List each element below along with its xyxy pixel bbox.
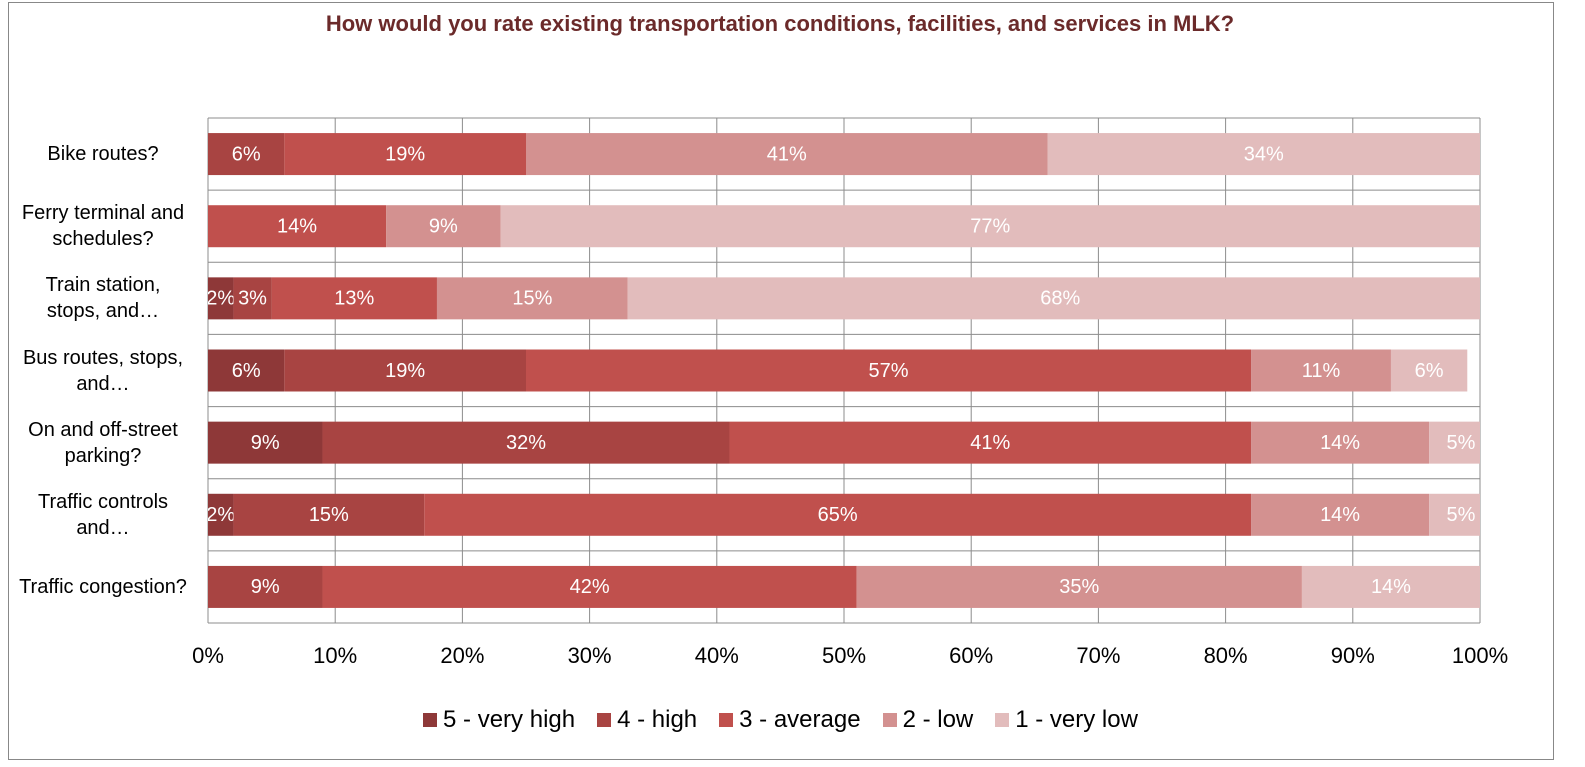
legend-swatch	[882, 713, 897, 727]
legend-item: 4 - high	[597, 706, 697, 734]
legend-label: 5 - very high	[443, 706, 576, 733]
x-tick-label: 80%	[1204, 643, 1248, 668]
data-label: 9%	[251, 432, 280, 454]
y-tick-label: Bike routes?	[47, 143, 159, 166]
legend-label: 3 - average	[739, 706, 861, 733]
x-tick-label: 60%	[949, 643, 993, 668]
data-label: 14%	[1320, 504, 1360, 526]
data-label: 68%	[1040, 288, 1080, 310]
bar-segment	[208, 493, 234, 536]
bar-segment	[1429, 421, 1480, 464]
data-label: 5%	[1446, 432, 1475, 454]
data-label: 5%	[1446, 504, 1475, 526]
x-tick-label: 70%	[1076, 643, 1120, 668]
data-label: 6%	[232, 143, 261, 165]
x-tick-label: 50%	[822, 643, 866, 668]
data-label: 41%	[970, 432, 1010, 454]
bar-segment	[627, 277, 1480, 320]
bar-segment	[208, 349, 285, 392]
bar-segment	[322, 421, 730, 464]
legend-swatch	[719, 713, 734, 727]
x-tick-label: 100%	[1452, 643, 1508, 668]
bar-segment	[1301, 565, 1480, 608]
bar-segment	[1390, 349, 1468, 392]
x-tick-label: 40%	[695, 643, 739, 668]
bar-segment	[208, 421, 323, 464]
y-tick-label: Traffic congestion?	[19, 575, 187, 598]
y-tick-label: Ferry terminal and schedules?	[21, 202, 185, 251]
bar-segment	[1047, 133, 1480, 176]
data-label: 35%	[1059, 576, 1099, 598]
data-label: 32%	[506, 432, 546, 454]
data-label: 19%	[385, 360, 425, 382]
data-label: 9%	[251, 576, 280, 598]
data-label: 15%	[309, 504, 349, 526]
x-tick-label: 30%	[568, 643, 612, 668]
data-label: 42%	[570, 576, 610, 598]
bar-segment	[284, 349, 526, 392]
legend-item: 2 - low	[882, 706, 974, 734]
bar-segment	[233, 277, 272, 320]
bar-segment	[208, 133, 285, 176]
bar-segment	[233, 493, 425, 536]
bar-segment	[1251, 421, 1430, 464]
y-tick-label: Bus routes, stops, and…	[22, 346, 184, 395]
bar-segment	[729, 421, 1252, 464]
legend-item: 1 - very low	[995, 706, 1138, 734]
data-label: 15%	[512, 288, 552, 310]
bar-segment	[284, 133, 526, 176]
bar-segment	[1251, 493, 1430, 536]
x-tick-label: 20%	[440, 643, 484, 668]
bar-segment	[1429, 493, 1480, 536]
bar-segment	[1251, 349, 1391, 392]
bar-segment	[424, 493, 1252, 536]
x-tick-label: 0%	[192, 643, 224, 668]
bar-segment	[526, 133, 1048, 176]
data-label: 11%	[1302, 360, 1341, 382]
x-tick-label: 10%	[313, 643, 357, 668]
bar-segment	[208, 277, 234, 320]
y-tick-label: On and off-street parking?	[28, 418, 178, 467]
data-label: 2%	[206, 504, 235, 526]
legend-swatch	[995, 713, 1010, 727]
data-label: 14%	[1371, 576, 1411, 598]
legend-swatch	[597, 713, 612, 727]
y-tick-label: Traffic controls and…	[37, 490, 169, 539]
data-label: 6%	[1415, 360, 1444, 382]
data-label: 14%	[277, 215, 317, 237]
legend-item: 3 - average	[719, 706, 861, 734]
legend-swatch	[423, 713, 438, 727]
bar-segment	[856, 565, 1302, 608]
data-label: 34%	[1244, 143, 1284, 165]
bar-segment	[500, 205, 1480, 248]
chart-title: How would you rate existing transportati…	[326, 11, 1234, 36]
data-label: 57%	[869, 360, 909, 382]
bar-segment	[436, 277, 628, 320]
legend-item: 5 - very high	[423, 706, 575, 734]
data-label: 3%	[238, 288, 267, 310]
legend-label: 2 - low	[902, 706, 974, 733]
y-tick-label: Train station, stops, and…	[45, 274, 161, 323]
x-tick-label: 90%	[1331, 643, 1375, 668]
data-label: 19%	[385, 143, 425, 165]
bar-segment	[386, 205, 501, 248]
legend-label: 1 - very low	[1015, 706, 1138, 733]
data-label: 6%	[232, 360, 261, 382]
bar-segment	[208, 565, 323, 608]
data-label: 13%	[334, 288, 374, 310]
data-label: 77%	[970, 215, 1010, 237]
data-label: 41%	[767, 143, 807, 165]
data-label: 2%	[206, 288, 235, 310]
bar-segment	[322, 565, 857, 608]
bar-segment	[208, 205, 387, 248]
data-label: 9%	[429, 215, 458, 237]
data-label: 65%	[818, 504, 858, 526]
bar-segment	[271, 277, 437, 320]
data-label: 14%	[1320, 432, 1360, 454]
bar-segment	[526, 349, 1252, 392]
legend-label: 4 - high	[617, 706, 698, 733]
legend: 5 - very high 4 - high 3 - average 2 - low 1…	[8, 706, 1553, 734]
